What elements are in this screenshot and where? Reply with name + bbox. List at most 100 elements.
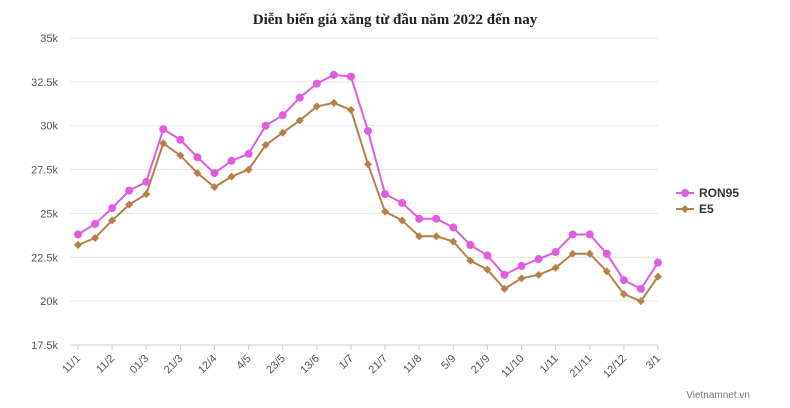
data-point[interactable] [159,139,168,148]
y-tick-label: 17.5k [31,340,58,352]
x-tick-label: 11/10 [499,353,526,380]
data-point[interactable] [142,177,151,186]
data-point[interactable] [125,200,134,209]
data-point[interactable] [619,276,628,285]
data-point[interactable] [551,248,560,257]
data-point[interactable] [654,258,662,267]
y-axis: 17.5k 20k 22.5k 25k 27.5k 30k 32.5k 35k [31,33,58,352]
data-point[interactable] [108,204,117,213]
data-point[interactable] [176,135,185,144]
x-axis: 11/1 11/2 01/3 21/3 12/4 4/5 23/5 13/6 1/7 21/7 11… [60,344,663,381]
data-point[interactable] [449,237,458,246]
data-point[interactable] [534,270,543,279]
data-point[interactable] [432,232,441,241]
data-point[interactable] [517,262,526,271]
data-point[interactable] [329,98,338,107]
x-tick-label: 13/6 [298,353,322,377]
data-point[interactable] [398,216,407,225]
data-point[interactable] [74,230,82,239]
data-point[interactable] [466,241,475,250]
data-point[interactable] [415,232,424,241]
series-e5 [74,98,662,306]
data-point[interactable] [636,284,645,293]
data-point[interactable] [125,186,134,195]
data-point[interactable] [261,121,270,130]
data-point[interactable] [312,79,321,88]
series-layer [74,70,662,306]
data-point[interactable] [568,249,577,258]
legend-label: RON95 [699,186,739,200]
data-point[interactable] [483,251,492,260]
data-point[interactable] [244,165,253,174]
data-point[interactable] [364,126,372,135]
data-point[interactable] [517,274,526,283]
data-point[interactable] [295,93,304,102]
data-point[interactable] [364,160,372,169]
data-point[interactable] [432,214,441,223]
x-tick-label: 1/11 [538,353,561,376]
data-point[interactable] [329,70,338,79]
data-point[interactable] [193,169,202,178]
data-point[interactable] [346,72,355,81]
x-tick-label: 11/8 [401,353,424,376]
y-tick-label: 27.5k [31,165,58,177]
data-point[interactable] [74,241,82,250]
data-point[interactable] [261,141,270,150]
x-tick-label: 01/3 [128,353,152,377]
y-tick-label: 22.5k [31,252,58,264]
data-point[interactable] [210,169,219,178]
x-tick-label: 12/4 [196,353,220,377]
data-point[interactable] [91,219,100,228]
data-point[interactable] [108,216,117,225]
data-point[interactable] [381,207,390,216]
data-point[interactable] [159,125,168,134]
y-tick-label: 30k [40,121,58,133]
grid-lines [70,37,658,346]
x-tick-label: 21/11 [568,353,595,380]
data-point[interactable] [142,190,151,199]
x-tick-label: 4/5 [234,353,253,372]
data-point[interactable] [398,198,407,207]
data-point[interactable] [636,297,645,306]
data-point[interactable] [91,233,100,242]
data-point[interactable] [602,267,611,276]
x-tick-label: 3/1 [644,353,663,372]
data-point[interactable] [551,263,560,272]
data-point[interactable] [483,265,492,274]
data-point[interactable] [466,256,475,265]
data-point[interactable] [227,172,236,181]
x-tick-label: 21/9 [469,353,493,377]
data-point[interactable] [312,102,321,111]
data-point[interactable] [415,214,424,223]
data-point[interactable] [619,290,628,299]
data-point[interactable] [534,255,543,264]
legend-item-ron95[interactable]: RON95 [676,186,739,200]
data-point[interactable] [654,272,662,281]
legend-marker [681,189,689,197]
data-point[interactable] [227,156,236,165]
credit-text: Vietnamnet.vn [686,390,750,401]
x-tick-label: 1/7 [337,353,356,372]
data-point[interactable] [176,151,185,160]
legend-label: E5 [699,202,714,216]
data-point[interactable] [381,190,390,199]
data-point[interactable] [585,249,594,258]
data-point[interactable] [278,128,287,137]
data-point[interactable] [449,223,458,232]
data-point[interactable] [500,284,509,293]
y-tick-label: 32.5k [31,77,58,89]
data-point[interactable] [193,153,202,162]
legend-item-e5[interactable]: E5 [676,202,714,216]
data-point[interactable] [500,270,509,279]
data-point[interactable] [244,149,253,158]
data-point[interactable] [278,111,287,120]
data-point[interactable] [210,183,219,192]
data-point[interactable] [295,116,304,125]
data-point[interactable] [602,249,611,258]
data-point[interactable] [346,105,355,114]
data-point[interactable] [585,230,594,239]
series-line [77,73,659,290]
y-tick-label: 25k [40,208,58,220]
data-point[interactable] [568,230,577,239]
